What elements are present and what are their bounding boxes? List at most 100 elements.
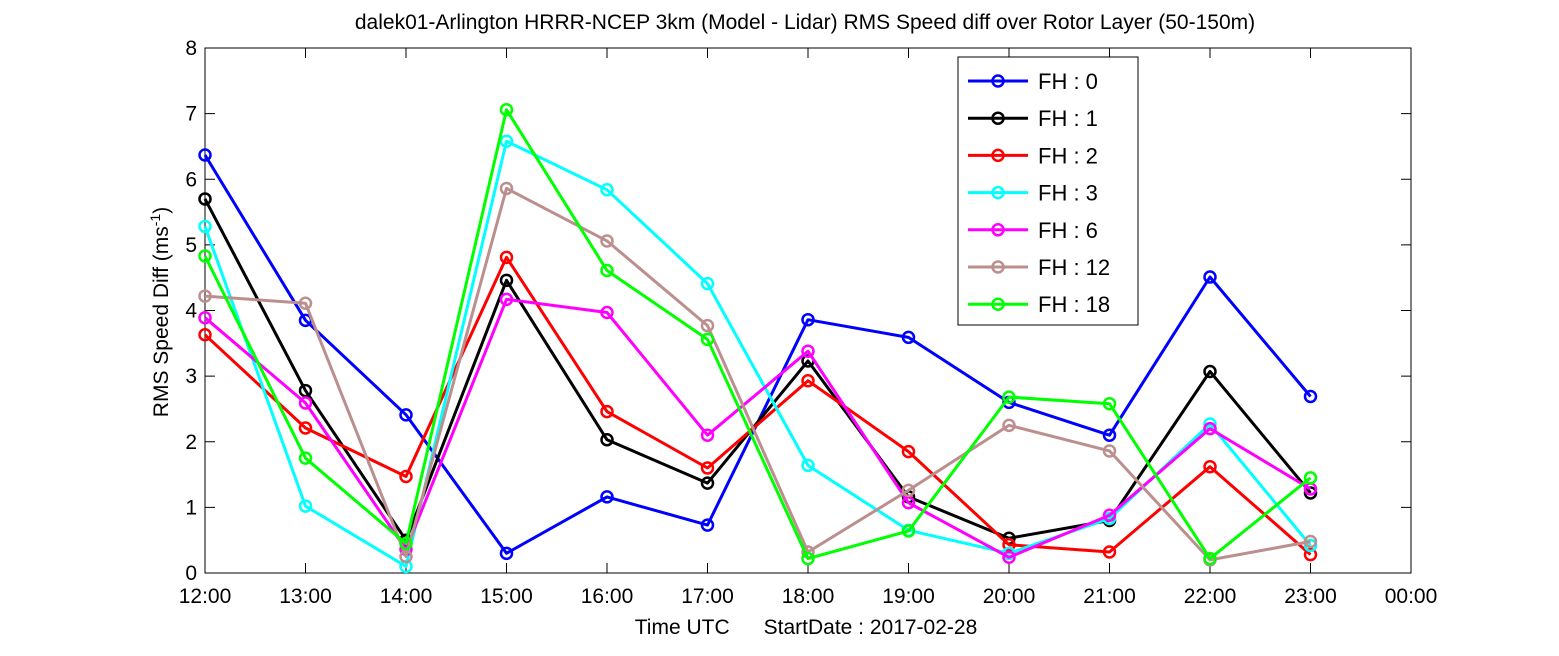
y-tick-label: 1	[185, 496, 197, 519]
legend-entry: FH : 1	[968, 106, 1098, 131]
data-point	[700, 318, 715, 333]
data-point	[1303, 547, 1318, 562]
x-axis-title: Time UTC	[635, 616, 730, 639]
data-point	[700, 276, 715, 291]
data-point	[198, 289, 212, 303]
legend-marker	[991, 74, 1005, 88]
data-point	[600, 433, 614, 447]
series-line	[203, 255, 1312, 556]
data-point	[499, 250, 514, 265]
plot-area	[204, 47, 1412, 574]
data-point	[298, 451, 313, 465]
series-line	[204, 297, 1312, 559]
data-point	[198, 249, 212, 263]
y-tick-label: 7	[185, 103, 197, 126]
legend-label: FH : 6	[1038, 218, 1098, 243]
data-point	[1203, 421, 1217, 436]
legend-marker	[991, 111, 1005, 125]
y-axis-title: RMS Speed Diff (ms	[150, 226, 173, 417]
data-point	[901, 330, 916, 345]
data-point	[399, 469, 413, 484]
legend-label: FH : 3	[1038, 181, 1098, 206]
data-point	[298, 499, 313, 513]
x-tick-label: 13:00	[279, 585, 332, 608]
data-point	[801, 551, 815, 566]
chart-title: dalek01-Arlington HRRR-NCEP 3km (Model -…	[355, 11, 1255, 34]
legend: FH : 0 FH : 1 FH : 2 FH : 3 FH : 6 FH : 12 FH …	[957, 56, 1139, 326]
data-point	[901, 444, 916, 459]
data-point	[499, 102, 514, 117]
data-point	[1002, 538, 1016, 552]
y-tick-label: 3	[185, 365, 197, 388]
data-point	[801, 312, 815, 327]
legend-box	[957, 56, 1139, 326]
x-axis-label: Time UTC StartDate : 2017-02-28	[635, 616, 978, 639]
legend-label: FH : 12	[1038, 255, 1110, 280]
legend-marker	[991, 223, 1005, 237]
data-point	[1002, 550, 1016, 564]
data-point	[198, 328, 212, 342]
x-tick-label: 20:00	[983, 585, 1036, 608]
data-point	[1203, 364, 1217, 379]
y-tick-label: 5	[185, 234, 197, 257]
legend-marker	[991, 148, 1005, 163]
data-point	[801, 344, 815, 358]
series-5	[198, 181, 1318, 567]
data-point	[700, 428, 715, 442]
y-axis: 0 1 2 3 4 5 6 7 8	[185, 37, 1411, 585]
data-point	[399, 549, 413, 564]
series-6	[198, 102, 1318, 566]
data-point	[600, 404, 614, 419]
y-tick-label: 4	[185, 300, 197, 323]
data-point	[1102, 444, 1117, 458]
legend-label: FH : 18	[1038, 292, 1110, 317]
legend-entry: FH : 2	[968, 143, 1098, 168]
data-point	[499, 273, 514, 288]
series-line	[204, 186, 1311, 562]
data-point	[600, 490, 614, 504]
x-tick-label: 17:00	[681, 585, 734, 608]
x-tick-label: 16:00	[581, 585, 634, 608]
data-point	[499, 546, 514, 561]
y-tick-label: 8	[185, 37, 197, 60]
legend-marker	[991, 260, 1005, 274]
x-tick-label: 23:00	[1284, 585, 1337, 608]
data-point	[801, 373, 815, 388]
legend-marker	[991, 185, 1005, 200]
data-point	[600, 305, 614, 320]
data-point	[1102, 508, 1117, 522]
legend-label: FH : 2	[1038, 143, 1098, 168]
legend-entry: FH : 3	[968, 181, 1098, 206]
data-point	[399, 536, 413, 551]
series-line	[203, 108, 1312, 561]
data-point	[901, 524, 916, 538]
data-point	[1203, 551, 1217, 566]
data-point	[298, 296, 313, 311]
x-tick-label: 14:00	[380, 585, 433, 608]
x-tick-label: 22:00	[1184, 585, 1237, 608]
data-point	[600, 263, 614, 278]
x-tick-label: 18:00	[782, 585, 835, 608]
data-point	[1002, 390, 1016, 404]
y-tick-label: 6	[185, 168, 197, 191]
legend-entry: FH : 6	[968, 218, 1098, 243]
data-point	[600, 183, 614, 197]
data-point	[700, 518, 715, 532]
data-point	[499, 134, 514, 148]
legend-marker	[991, 297, 1005, 311]
data-point	[1303, 534, 1318, 549]
data-point	[700, 476, 715, 490]
y-tick-label: 2	[185, 431, 197, 454]
data-point	[700, 461, 715, 475]
y-axis-unit-exponent: -1	[147, 214, 163, 227]
data-point	[198, 148, 212, 162]
legend-label: FH : 0	[1038, 69, 1098, 94]
x-tick-label: 00:00	[1385, 585, 1438, 608]
y-axis-label: RMS Speed Diff (ms-1)	[147, 207, 173, 417]
series-4	[198, 292, 1318, 564]
data-point	[1102, 428, 1117, 442]
legend-entry: FH : 0	[968, 69, 1098, 94]
data-point	[1303, 538, 1318, 553]
data-point	[1102, 396, 1117, 411]
